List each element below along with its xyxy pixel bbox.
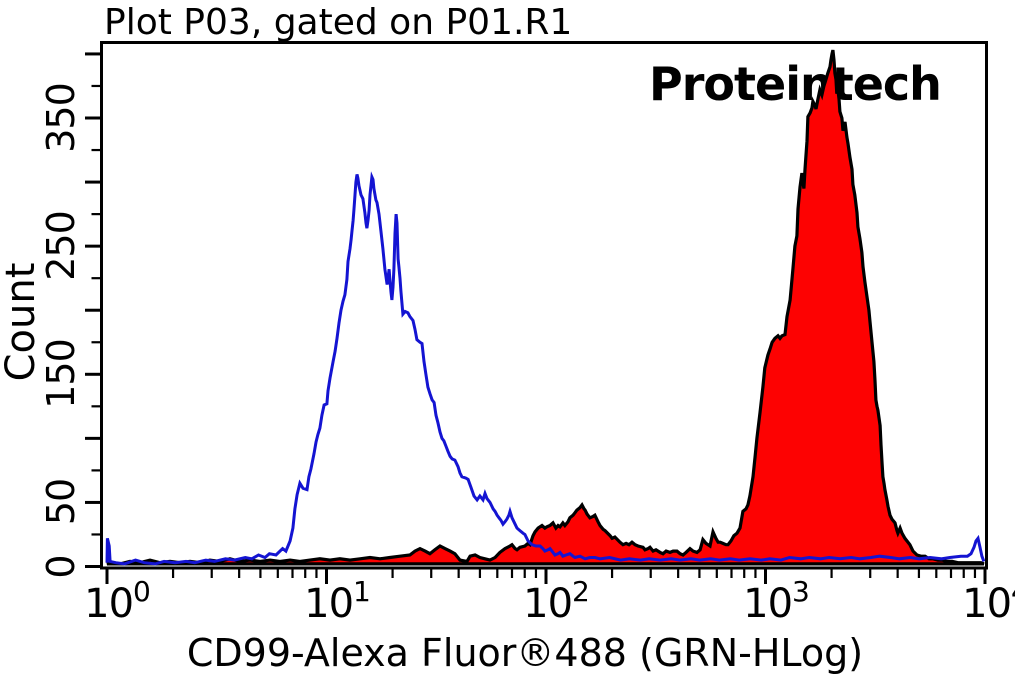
y-tick-label: 350 <box>39 83 83 153</box>
y-tick-label: 250 <box>39 211 83 281</box>
x-tick-label: 104 <box>962 578 1015 627</box>
y-tick-label: 50 <box>39 478 83 526</box>
x-axis-label: CD99-Alexa Fluor®488 (GRN-HLog) <box>186 631 864 675</box>
x-tick-label: 103 <box>743 575 810 627</box>
x-tick-label: 100 <box>84 575 151 627</box>
plot-frame <box>100 41 988 570</box>
red-filled-histogram <box>106 49 985 566</box>
watermark-proteintech: Proteintech <box>649 57 942 111</box>
blue-open-histogram <box>105 171 986 566</box>
x-tick-label: 102 <box>523 575 590 627</box>
plot-title: Plot P03, gated on P01.R1 <box>104 2 573 43</box>
x-tick-label: 101 <box>304 575 371 627</box>
y-tick-label: 150 <box>39 339 83 409</box>
y-tick-label: 0 <box>39 555 83 579</box>
y-axis-label: Count <box>0 262 44 382</box>
